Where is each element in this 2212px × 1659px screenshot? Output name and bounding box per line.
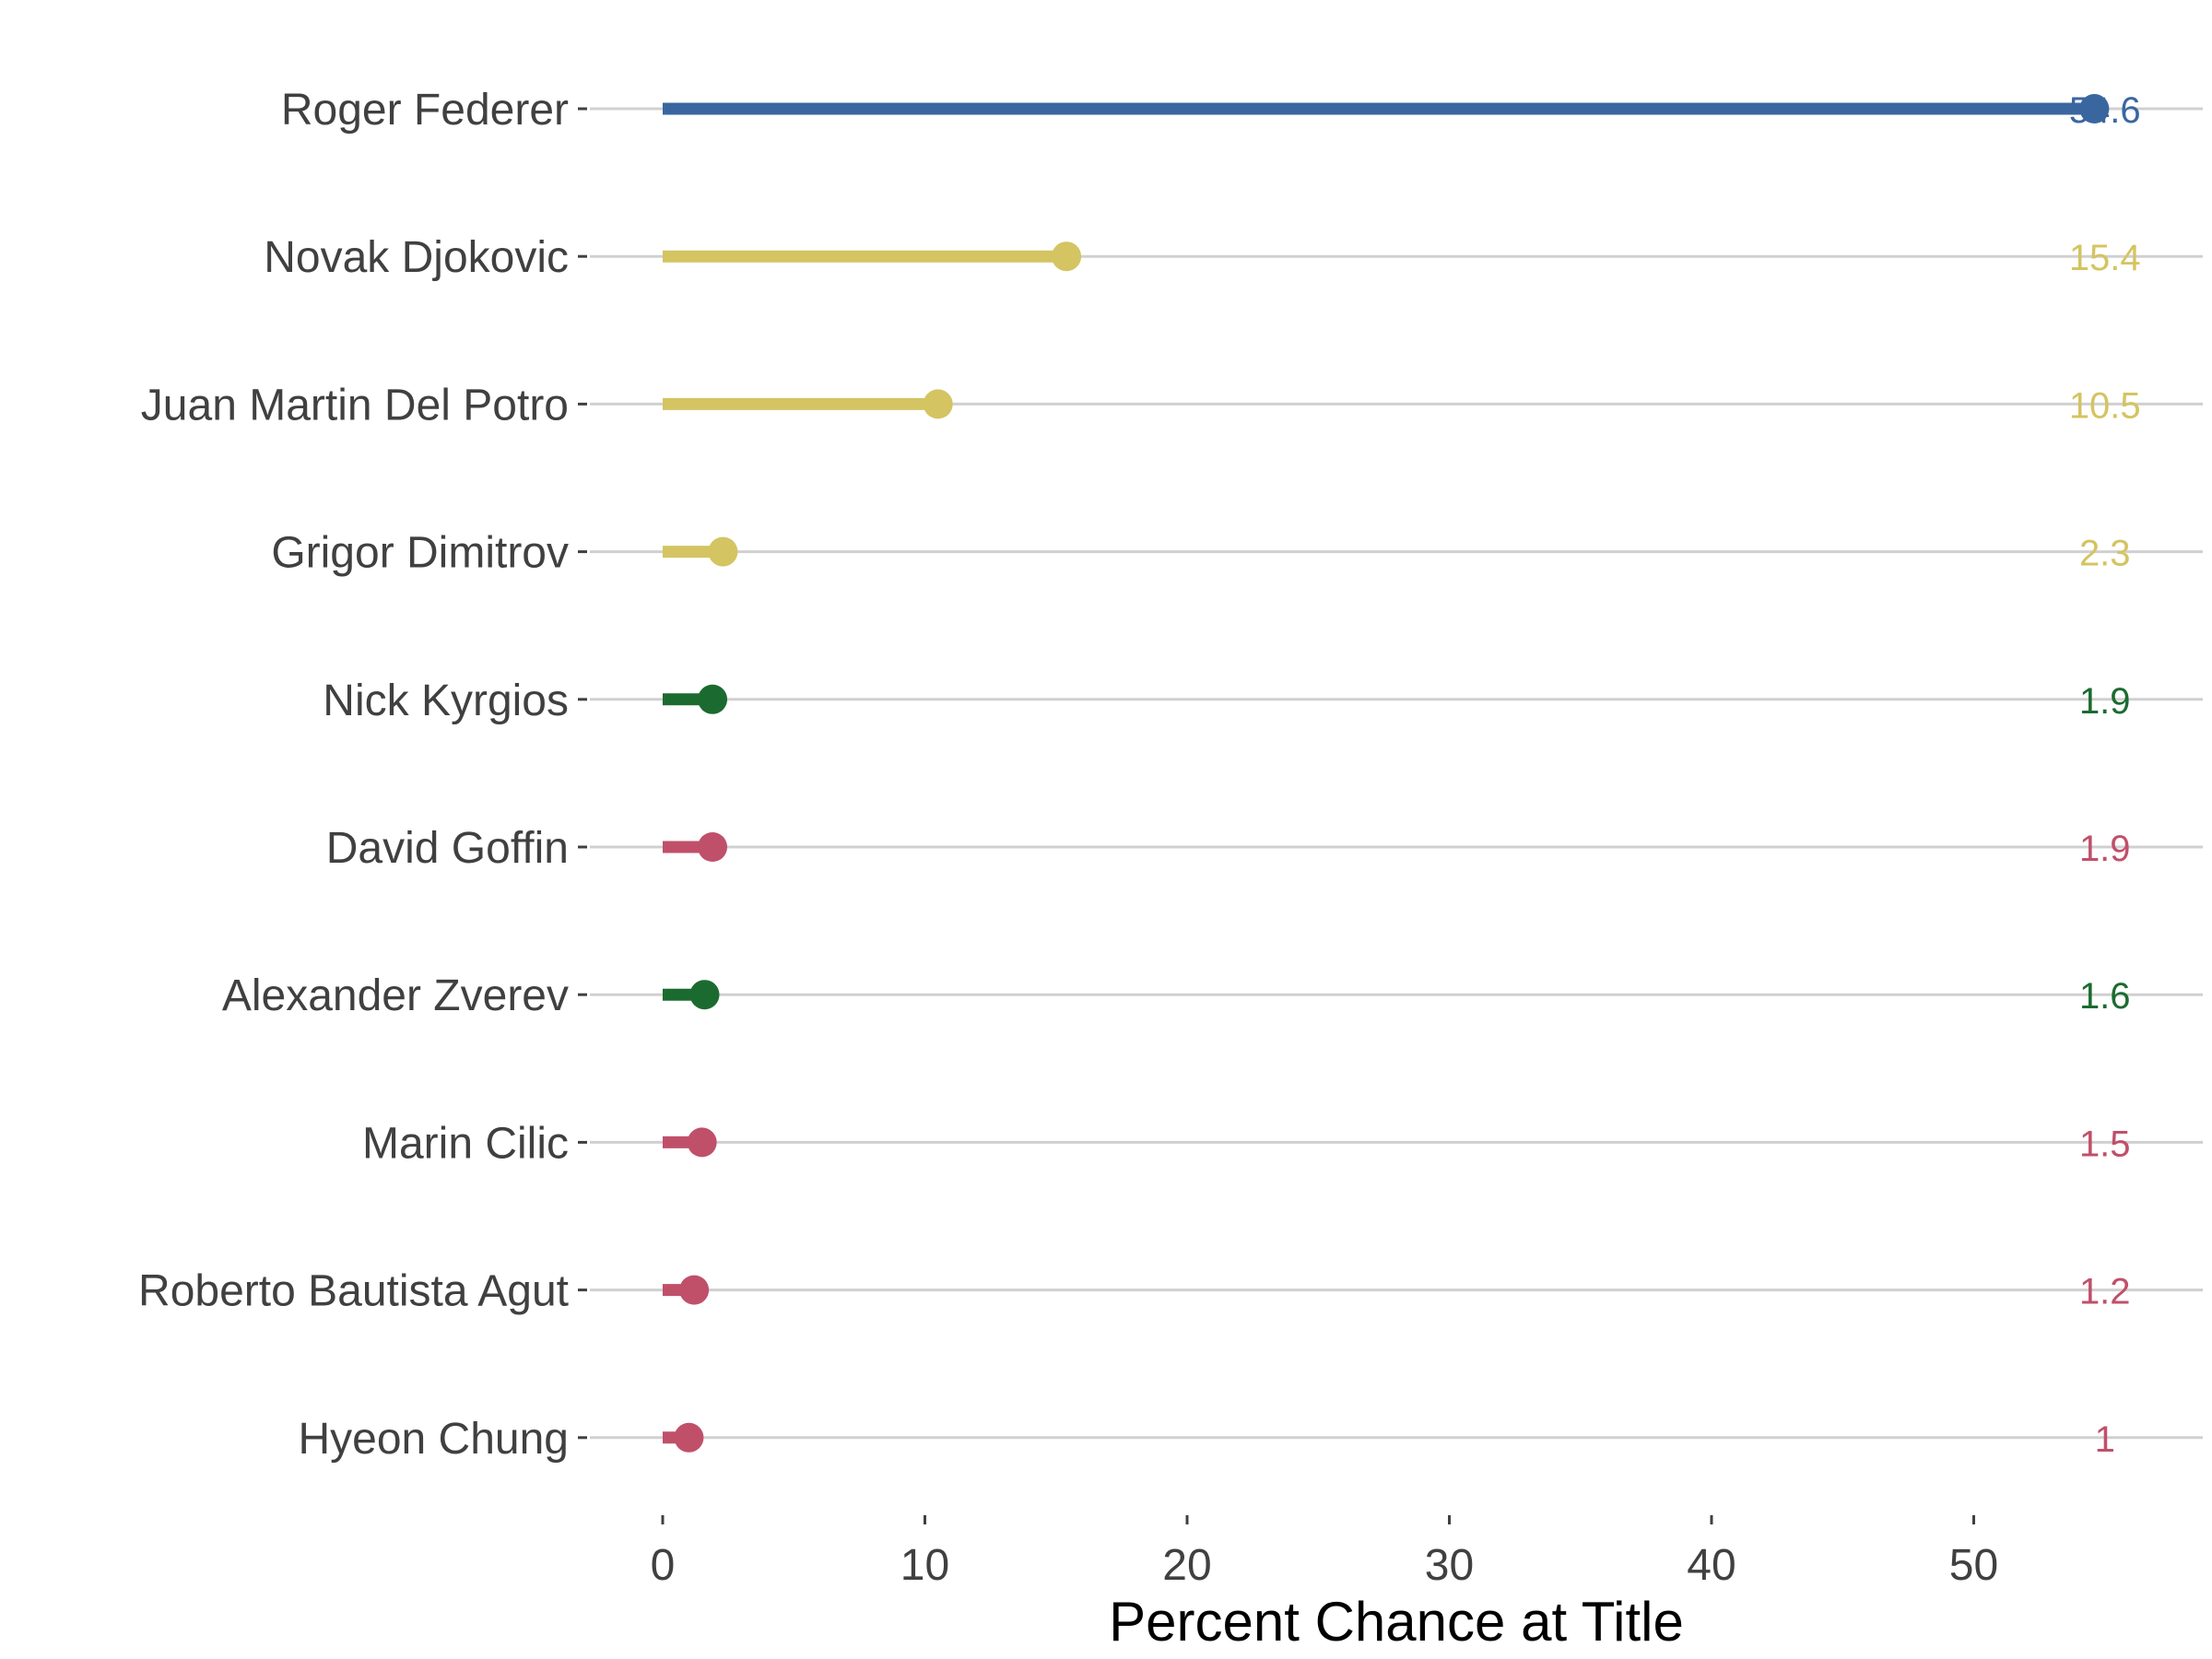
y-tick-label-roberto-bautista-agut: Roberto Bautista Agut xyxy=(138,1267,569,1316)
y-tick-label-hyeon-chung: Hyeon Chung xyxy=(298,1415,569,1464)
point-nick-kyrgios xyxy=(698,684,728,714)
data-marks xyxy=(663,94,2110,1453)
point-roberto-bautista-agut xyxy=(679,1275,710,1305)
y-axis: Hyeon Chung Roberto Bautista Agut Marin Ci… xyxy=(138,86,587,1464)
point-novak-djokovic xyxy=(1052,241,1082,272)
y-tick-label-juan-martin-del-potro: Juan Martin Del Potro xyxy=(141,381,569,429)
value-label-hyeon-chung: 1 xyxy=(2095,1419,2115,1460)
point-david-goffin xyxy=(698,832,728,862)
y-tick-label-nick-kyrgios: Nick Kyrgios xyxy=(323,677,569,725)
y-tick-label-roger-federer: Roger Federer xyxy=(281,86,569,135)
value-label-novak-djokovic: 15.4 xyxy=(2069,238,2141,278)
x-tick-label-10: 10 xyxy=(900,1541,949,1590)
y-tick-label-marin-cilic: Marin Cilic xyxy=(362,1119,569,1168)
x-tick-label-30: 30 xyxy=(1425,1541,1474,1590)
point-juan-martin-del-potro xyxy=(923,389,953,419)
x-tick-label-0: 0 xyxy=(651,1541,676,1590)
grid-layer xyxy=(590,107,2203,1440)
y-tick-label-grigor-dimitrov: Grigor Dimitrov xyxy=(271,529,569,578)
y-tick-label-david-goffin: David Goffin xyxy=(326,824,569,873)
value-label-juan-martin-del-potro: 10.5 xyxy=(2069,385,2141,426)
point-roger-federer xyxy=(2079,94,2110,124)
value-labels: 1 1.2 1.5 1.6 1.9 1.9 2.3 10.5 15.4 54.6 xyxy=(2069,90,2141,1460)
value-label-roberto-bautista-agut: 1.2 xyxy=(2079,1272,2131,1312)
x-axis-title: Percent Chance at Title xyxy=(1109,1591,1684,1653)
point-grigor-dimitrov xyxy=(708,536,738,567)
y-tick-label-novak-djokovic: Novak Djokovic xyxy=(264,233,569,282)
value-label-david-goffin: 1.9 xyxy=(2079,829,2131,869)
point-marin-cilic xyxy=(687,1127,717,1158)
y-tick-label-alexander-zverev: Alexander Zverev xyxy=(222,971,569,1020)
value-label-roger-federer: 54.6 xyxy=(2069,90,2141,131)
x-tick-label-50: 50 xyxy=(1949,1541,1998,1590)
value-label-marin-cilic: 1.5 xyxy=(2079,1124,2131,1164)
value-label-alexander-zverev: 1.6 xyxy=(2079,976,2131,1017)
x-tick-label-20: 20 xyxy=(1162,1541,1211,1590)
point-alexander-zverev xyxy=(689,980,720,1010)
value-label-nick-kyrgios: 1.9 xyxy=(2079,681,2131,722)
value-label-grigor-dimitrov: 2.3 xyxy=(2079,534,2131,574)
x-axis: 0 10 20 30 40 50 xyxy=(651,1515,1998,1590)
point-hyeon-chung xyxy=(674,1422,704,1453)
x-tick-label-40: 40 xyxy=(1687,1541,1735,1590)
